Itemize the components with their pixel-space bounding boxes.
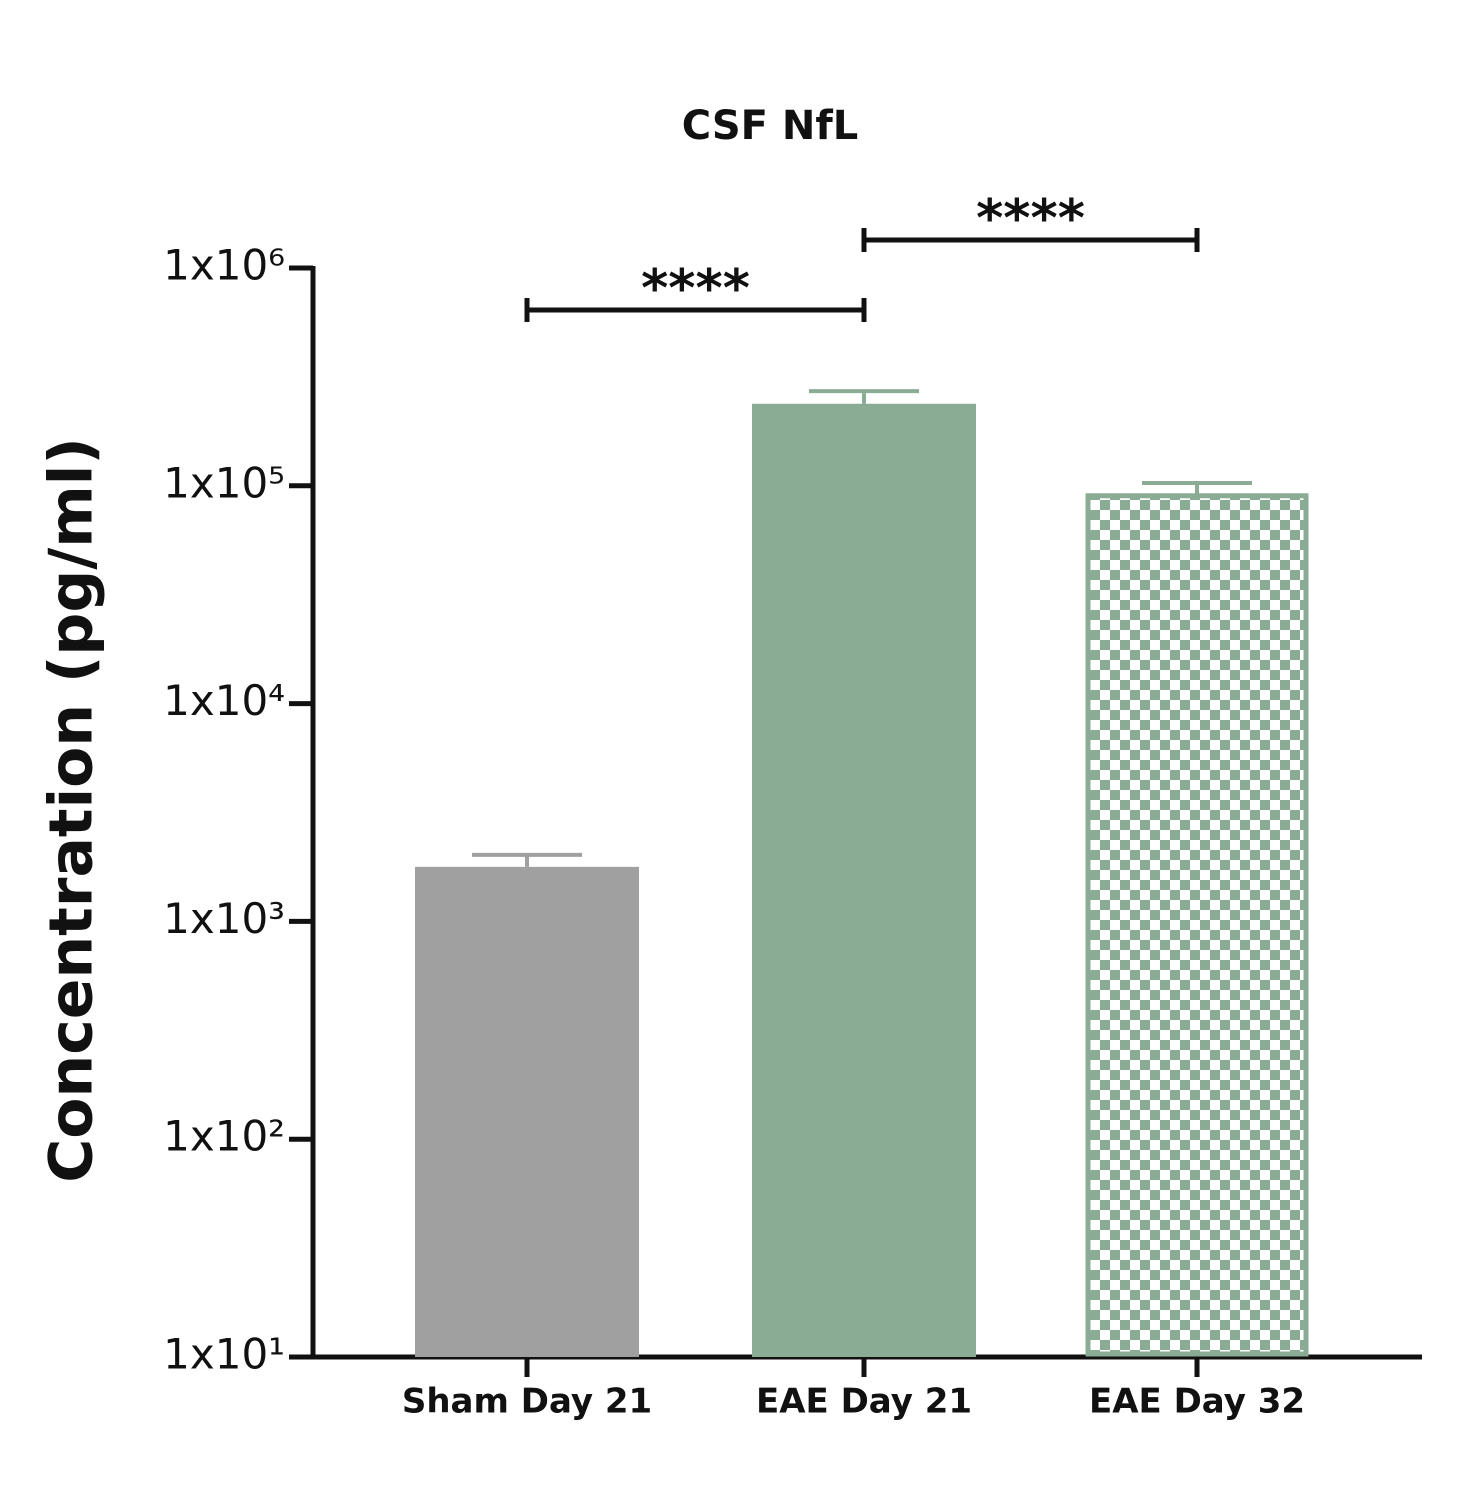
bar bbox=[1085, 493, 1309, 1357]
x-tick-label: Sham Day 21 bbox=[402, 1382, 652, 1422]
significance-bracket bbox=[524, 298, 867, 322]
y-tick-label: 1x10⁴ bbox=[163, 676, 285, 725]
y-tick-label: 1x10¹ bbox=[163, 1330, 285, 1379]
x-tick-label: EAE Day 21 bbox=[756, 1382, 972, 1422]
significance-bracket bbox=[861, 228, 1200, 252]
significance-label: **** bbox=[641, 259, 750, 319]
significance-label: **** bbox=[976, 189, 1085, 249]
y-tick-label: 1x10² bbox=[163, 1112, 285, 1161]
y-axis-label: Concentration (pg/ml) bbox=[37, 437, 107, 1183]
chart-title: CSF NfL bbox=[682, 103, 859, 149]
bar bbox=[415, 866, 639, 1357]
x-tick-label: EAE Day 32 bbox=[1089, 1382, 1305, 1422]
y-tick-label: 1x10⁶ bbox=[163, 241, 285, 290]
bar bbox=[752, 403, 976, 1358]
y-tick-label: 1x10³ bbox=[163, 894, 285, 943]
y-tick-label: 1x10⁵ bbox=[163, 458, 285, 507]
